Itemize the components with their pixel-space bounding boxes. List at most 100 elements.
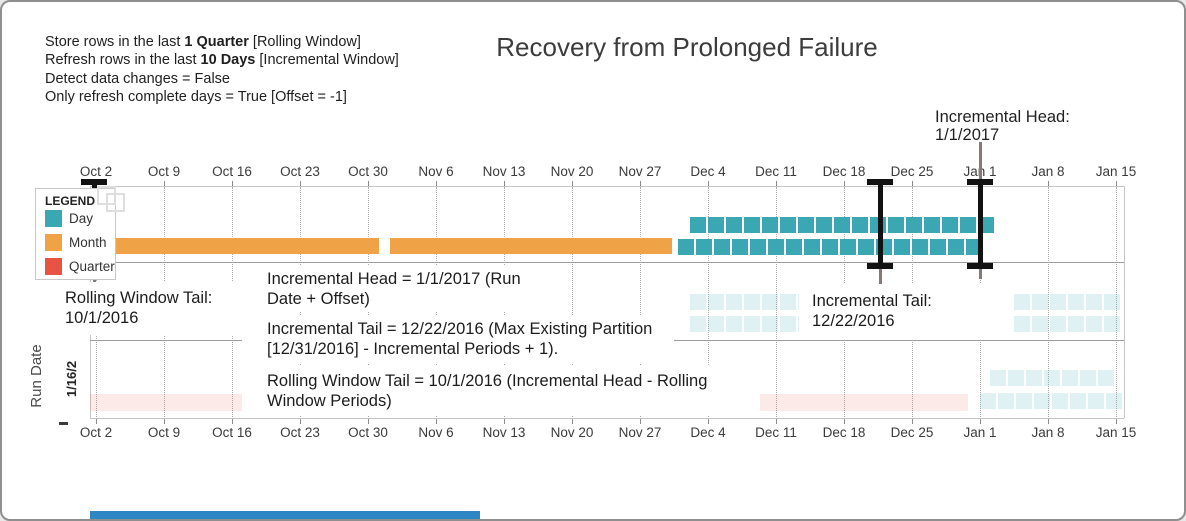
day-squares-faded-lower xyxy=(780,316,796,332)
top-axis-tick xyxy=(436,181,437,186)
day-squares-faded-upper xyxy=(726,294,742,310)
top-axis-tick xyxy=(844,181,845,186)
day-squares-faded-upper xyxy=(1032,294,1048,310)
top-axis-tick xyxy=(1116,181,1117,186)
day-squares-faded-jan-upper xyxy=(1098,370,1114,386)
bottom-axis-tick xyxy=(164,419,165,424)
day-squares-stored xyxy=(912,239,928,255)
note-incremental-tail: Incremental Tail = 12/22/2016 (Max Exist… xyxy=(242,315,674,364)
settings-line: Refresh rows in the last 10 Days [Increm… xyxy=(45,52,399,69)
weekly-gridline xyxy=(640,187,641,417)
day-squares-faded-jan-upper xyxy=(1080,370,1096,386)
top-axis-tick xyxy=(1048,181,1049,186)
note-incremental-head: Incremental Head = 1/1/2017 (Run Date + … xyxy=(252,266,544,312)
day-squares-faded-upper xyxy=(780,294,796,310)
y-axis-title: Run Date xyxy=(28,344,45,408)
day-squares-faded-lower xyxy=(690,316,706,332)
rolling-window-tail-callout: Rolling Window Tail: 10/1/2016 xyxy=(54,282,240,335)
day-squares-refreshed xyxy=(924,217,940,233)
top-axis-tick xyxy=(640,181,641,186)
day-squares-faded-upper xyxy=(1086,294,1102,310)
bottom-axis-label: Oct 23 xyxy=(280,425,320,440)
weekly-gridline xyxy=(776,187,777,417)
bottom-axis-label: Oct 9 xyxy=(147,425,181,440)
day-squares-stored xyxy=(714,239,730,255)
incremental-head-marker-top-cap xyxy=(967,179,993,185)
bottom-axis-label: Nov 13 xyxy=(482,425,526,440)
incremental-head-marker xyxy=(977,179,983,269)
day-squares-faded-upper xyxy=(744,294,760,310)
bottom-axis-line xyxy=(90,418,1124,419)
month-bar-october xyxy=(90,238,379,254)
marker-connector-line xyxy=(979,142,982,179)
day-squares-refreshed xyxy=(816,217,832,233)
day-squares-stored xyxy=(768,239,784,255)
day-squares-faded-upper xyxy=(762,294,778,310)
day-squares-stored xyxy=(678,239,694,255)
bottom-axis-tick xyxy=(96,419,97,424)
top-axis-label: Nov 20 xyxy=(550,164,594,179)
bottom-axis-label: Oct 30 xyxy=(348,425,388,440)
day-squares-faded-jan-upper xyxy=(1008,370,1024,386)
top-axis-label: Nov 27 xyxy=(618,164,662,179)
bottom-axis-label: Dec 11 xyxy=(755,425,797,440)
top-axis-tick xyxy=(504,181,505,186)
day-squares-faded-jan-upper xyxy=(1026,370,1042,386)
day-squares-faded-lower xyxy=(1104,316,1120,332)
day-squares-refreshed xyxy=(960,217,976,233)
top-axis-label: Dec 11 xyxy=(755,164,797,179)
day-squares-faded-upper xyxy=(1068,294,1084,310)
bottom-axis-tick xyxy=(980,419,981,424)
top-axis-label: Dec 18 xyxy=(822,164,866,179)
day-squares-faded-jan-upper xyxy=(990,370,1006,386)
day-squares-stored xyxy=(894,239,910,255)
marker-connector-line xyxy=(979,268,982,279)
incremental-head-marker-bottom-cap xyxy=(967,263,993,269)
bottom-axis-tick xyxy=(844,419,845,424)
bottom-axis-tick xyxy=(572,419,573,424)
bottom-axis-label: Dec 18 xyxy=(822,425,866,440)
day-squares-faded-lower xyxy=(1032,316,1048,332)
top-axis-label: Dec 4 xyxy=(690,164,726,179)
settings-line: Store rows in the last 1 Quarter [Rollin… xyxy=(45,34,361,50)
top-axis-tick xyxy=(368,181,369,186)
day-squares-faded-upper xyxy=(708,294,724,310)
day-squares-faded-jan-lower xyxy=(1034,393,1050,409)
marker-connector-line xyxy=(879,268,882,294)
day-squares-stored xyxy=(858,239,874,255)
settings-line: Only refresh complete days = True [Offse… xyxy=(45,88,347,105)
day-squares-refreshed xyxy=(906,217,922,233)
top-axis-tick xyxy=(232,181,233,186)
top-axis-label: Nov 6 xyxy=(418,164,454,179)
top-axis-tick xyxy=(708,181,709,186)
top-axis-label: Jan 8 xyxy=(1031,164,1065,179)
day-squares-faded-jan-upper xyxy=(1062,370,1078,386)
run-date-tick-label: 1/16/2 xyxy=(64,360,79,398)
day-squares-refreshed xyxy=(780,217,796,233)
stacked-pages-icon xyxy=(106,193,125,212)
top-axis-label: Oct 30 xyxy=(348,164,388,179)
top-axis-tick xyxy=(572,181,573,186)
day-squares-refreshed xyxy=(708,217,724,233)
day-squares-faded-jan-lower xyxy=(980,393,996,409)
top-axis-label: Jan 15 xyxy=(1095,164,1137,179)
day-squares-refreshed xyxy=(798,217,814,233)
weekly-gridline xyxy=(708,187,709,417)
day-squares-refreshed xyxy=(726,217,742,233)
month-bar-november xyxy=(390,238,672,254)
bottom-axis-tick xyxy=(300,419,301,424)
day-squares-faded-jan-lower xyxy=(998,393,1014,409)
day-squares-faded-jan-lower xyxy=(1070,393,1086,409)
row-divider-line xyxy=(90,262,1124,263)
bottom-axis-label: Nov 6 xyxy=(418,425,454,440)
bottom-axis-label: Jan 15 xyxy=(1095,425,1137,440)
top-axis-tick xyxy=(912,181,913,186)
day-squares-stored xyxy=(822,239,838,255)
bottom-axis-tick xyxy=(708,419,709,424)
top-axis-tick xyxy=(164,181,165,186)
settings-line: Detect data changes = False xyxy=(45,70,230,87)
day-squares-stored xyxy=(732,239,748,255)
incremental-tail-callout: Incremental Tail: 12/22/2016 xyxy=(799,284,1013,340)
day-squares-stored xyxy=(930,239,946,255)
day-squares-refreshed xyxy=(690,217,706,233)
